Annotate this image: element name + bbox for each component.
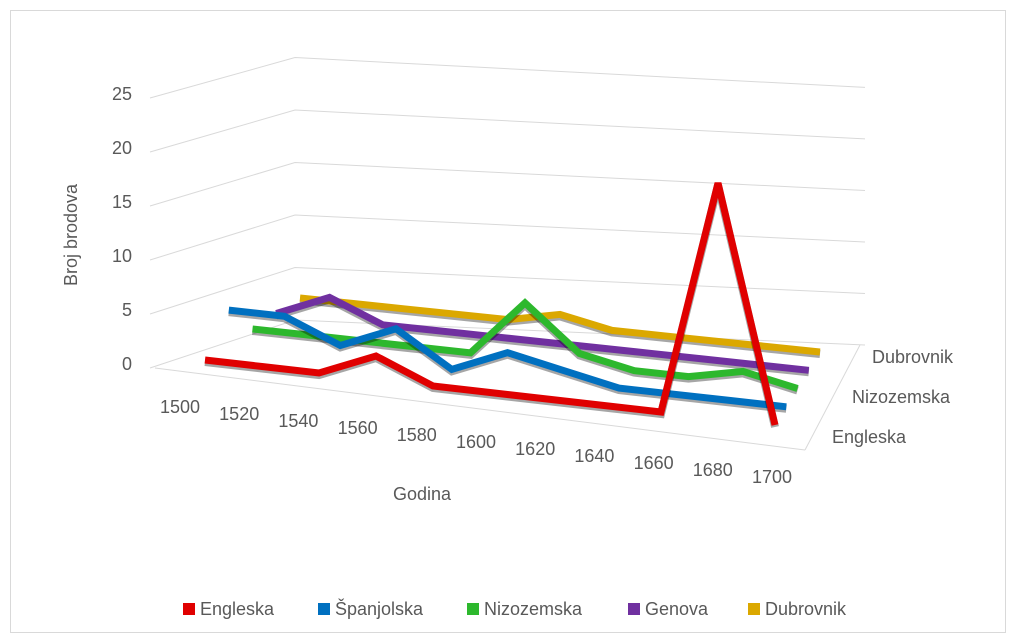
series-line <box>275 293 810 374</box>
x-tick-label: 1540 <box>278 411 318 431</box>
grid-line <box>149 57 866 99</box>
grid-line <box>149 267 866 315</box>
y-tick-label: 10 <box>112 246 132 266</box>
x-axis-title: Godina <box>393 484 452 504</box>
y-tick-label: 5 <box>122 300 132 320</box>
legend-swatch <box>183 603 195 615</box>
y-tick-label: 0 <box>122 354 132 374</box>
grid-line <box>149 214 866 261</box>
series-line <box>204 182 779 426</box>
legend-label: Engleska <box>200 599 275 619</box>
depth-axis-line <box>804 344 861 451</box>
x-tick-label: 1660 <box>634 453 674 473</box>
grid-line <box>149 162 866 207</box>
x-tick-label: 1500 <box>160 397 200 417</box>
x-tick-label: 1600 <box>456 432 496 452</box>
x-tick-label: 1520 <box>219 404 259 424</box>
y-tick-label: 25 <box>112 84 132 104</box>
x-axis-line <box>154 367 806 451</box>
legend-label: Španjolska <box>335 598 424 619</box>
legend-swatch <box>467 603 479 615</box>
x-tick-label: 1560 <box>338 418 378 438</box>
legend-swatch <box>748 603 760 615</box>
grid-line <box>149 109 866 153</box>
legend-swatch <box>318 603 330 615</box>
x-tick-label: 1580 <box>397 425 437 445</box>
depth-tick-label: Engleska <box>832 427 907 447</box>
x-tick-label: 1680 <box>693 460 733 480</box>
series-line <box>252 298 799 392</box>
y-tick-label: 15 <box>112 192 132 212</box>
series-line <box>299 294 821 356</box>
legend-label: Genova <box>645 599 709 619</box>
legend-label: Dubrovnik <box>765 599 847 619</box>
x-tick-label: 1640 <box>574 446 614 466</box>
legend-swatch <box>628 603 640 615</box>
x-tick-label: 1620 <box>515 439 555 459</box>
depth-tick-label: Dubrovnik <box>872 347 954 367</box>
y-axis-title: Broj brodova <box>61 183 81 286</box>
depth-tick-label: Nizozemska <box>852 387 951 407</box>
series-line <box>228 306 787 411</box>
y-tick-label: 20 <box>112 138 132 158</box>
legend-label: Nizozemska <box>484 599 583 619</box>
x-tick-label: 1700 <box>752 467 792 487</box>
